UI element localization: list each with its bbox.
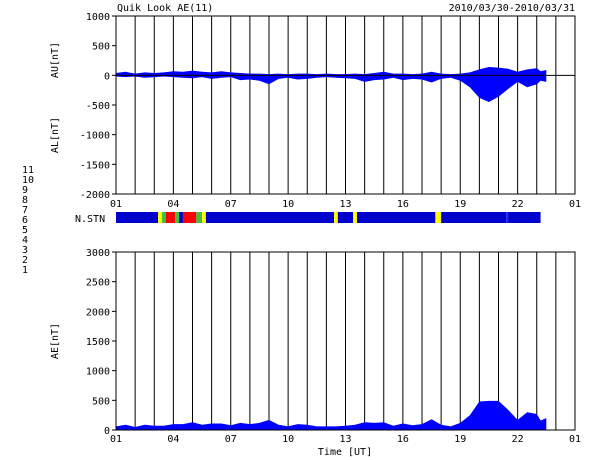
- au-area: [116, 67, 547, 76]
- al-area: [116, 75, 547, 102]
- station-legend-item: 3: [22, 245, 28, 256]
- y-tick-label: -1500: [80, 160, 110, 171]
- station-segment: [353, 212, 357, 223]
- x-tick-label: 19: [454, 199, 466, 210]
- x-tick-label: 07: [225, 434, 237, 445]
- x-tick-label: 16: [397, 199, 409, 210]
- ae-x-ticks: 01 04 07 10 13 16 19 22 01: [110, 434, 581, 445]
- y-tick-label: 500: [92, 42, 110, 53]
- au-al-panel: 1000 500 0 -500 -1000 -1500 -2000 AU[nT] AL[nT…: [50, 12, 576, 201]
- x-tick-label: 22: [512, 199, 524, 210]
- au-al-y-ticks: 1000 500 0 -500 -1000 -1500 -2000: [80, 12, 116, 201]
- station-legend-item: 1: [22, 265, 28, 276]
- x-tick-label: 01: [110, 434, 122, 445]
- x-tick-label: 01: [569, 434, 581, 445]
- y-tick-label: 1000: [86, 12, 110, 23]
- station-segment: [334, 212, 338, 223]
- chart-title: Quik Look AE(11): [117, 3, 213, 14]
- station-legend-item: 9: [22, 185, 28, 196]
- y-tick-label: -1000: [80, 131, 110, 142]
- station-segment: [506, 212, 509, 223]
- station-segment: [175, 212, 180, 223]
- al-axis-label: AL[nT]: [50, 117, 61, 153]
- au-al-grid: [134, 16, 557, 194]
- station-segment: [179, 212, 183, 223]
- station-legend-item: 8: [22, 195, 28, 206]
- station-segment: [161, 212, 166, 223]
- station-segment: [169, 212, 176, 223]
- station-segment: [196, 212, 203, 223]
- y-tick-label: -500: [86, 101, 110, 112]
- ae-area: [116, 400, 547, 430]
- station-segment: [508, 212, 541, 223]
- station-segment: [435, 212, 442, 223]
- y-tick-label: -2000: [80, 190, 110, 201]
- station-segment: [441, 212, 507, 223]
- station-segment: [205, 212, 335, 223]
- station-legend-item: 7: [22, 205, 28, 216]
- y-tick-label: 2000: [86, 307, 110, 318]
- station-panel-label: N.STN: [75, 214, 105, 225]
- x-tick-label: 19: [454, 434, 466, 445]
- y-tick-label: 3000: [86, 248, 110, 259]
- ae-axis-label: AE[nT]: [50, 323, 61, 359]
- x-tick-label: 01: [110, 199, 122, 210]
- au-axis-label: AU[nT]: [50, 42, 61, 78]
- x-tick-label: 13: [339, 434, 351, 445]
- x-tick-label: 04: [167, 434, 179, 445]
- station-legend-item: 2: [22, 255, 28, 266]
- station-legend-item: 11: [22, 165, 34, 176]
- y-tick-label: 1000: [86, 367, 110, 378]
- station-legend-item: 10: [22, 175, 34, 186]
- station-bars: [116, 212, 541, 223]
- x-tick-label: 01: [569, 199, 581, 210]
- y-tick-label: 500: [92, 396, 110, 407]
- station-segment: [356, 212, 436, 223]
- x-tick-label: 10: [282, 199, 294, 210]
- x-tick-label: 07: [225, 199, 237, 210]
- station-segment: [158, 212, 162, 223]
- y-tick-label: 1500: [86, 337, 110, 348]
- station-segment: [182, 212, 197, 223]
- x-axis-label: Time [UT]: [318, 447, 372, 458]
- date-range: 2010/03/30-2010/03/31: [449, 3, 575, 14]
- x-tick-label: 16: [397, 434, 409, 445]
- station-segment: [116, 212, 159, 223]
- station-legend-item: 6: [22, 215, 28, 226]
- x-tick-label: 04: [167, 199, 179, 210]
- ae-y-ticks: 3000 2500 2000 1500 1000 500 0: [86, 248, 116, 437]
- x-tick-label: 13: [339, 199, 351, 210]
- ae-panel: 3000 2500 2000 1500 1000 500 0 AE[nT]: [50, 248, 576, 437]
- station-segment: [165, 212, 170, 223]
- x-tick-label: 22: [512, 434, 524, 445]
- y-tick-label: 0: [104, 426, 110, 437]
- au-al-x-ticks: 01 04 07 10 13 16 19 22 01: [110, 199, 581, 210]
- y-tick-label: 2500: [86, 278, 110, 289]
- ae-grid: [134, 252, 557, 430]
- station-legend-item: 5: [22, 225, 28, 236]
- station-legend-item: 4: [22, 235, 28, 246]
- station-segment: [337, 212, 354, 223]
- x-tick-label: 10: [282, 434, 294, 445]
- y-tick-label: 0: [104, 71, 110, 82]
- station-panel: N.STN: [75, 212, 541, 225]
- station-segment: [202, 212, 206, 223]
